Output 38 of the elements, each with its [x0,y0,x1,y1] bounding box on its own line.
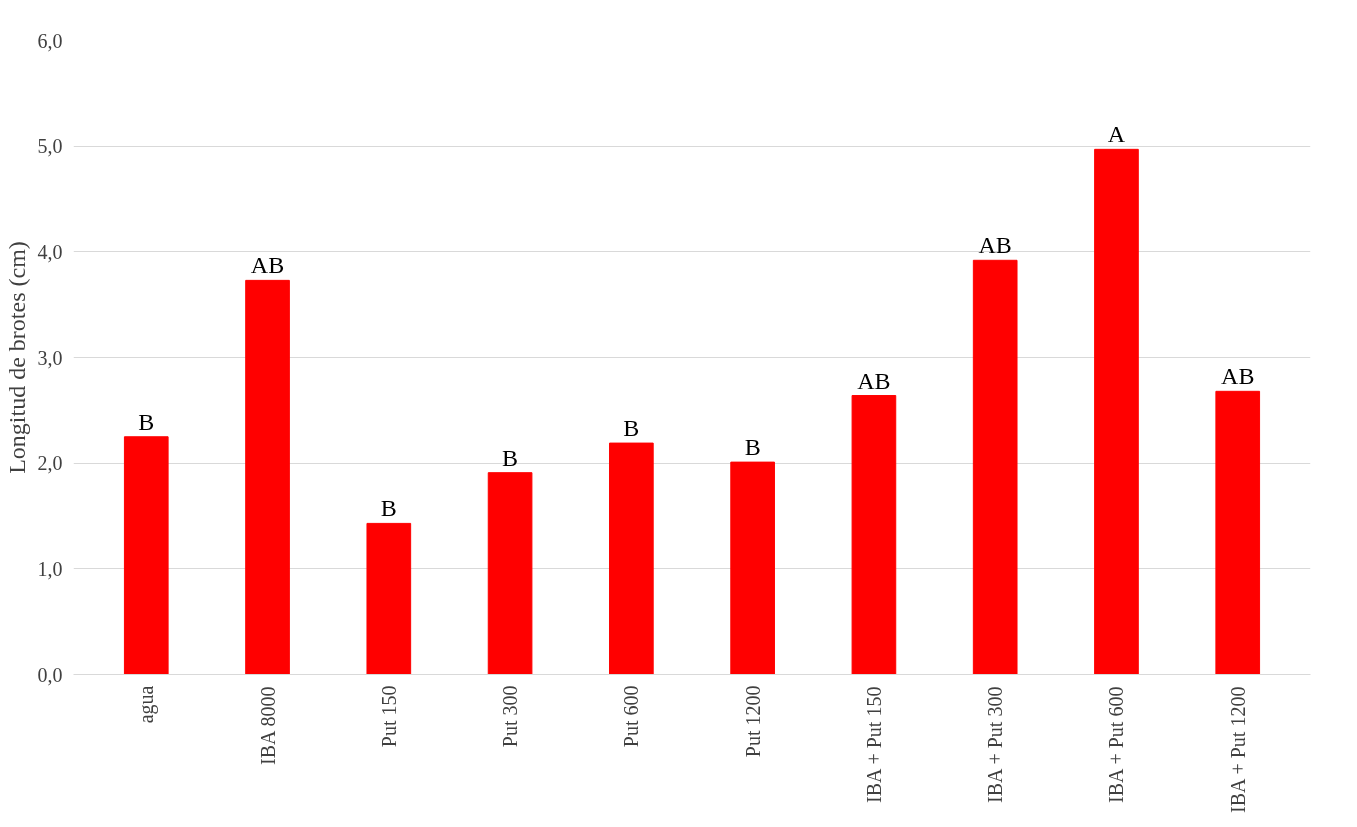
bar [730,461,775,675]
x-tick-label: IBA + Put 150 [862,686,885,803]
bar [1094,148,1139,675]
x-tick-label: IBA + Put 1200 [1226,686,1249,813]
annotation: B [380,495,397,522]
x-tick-label: Put 1200 [741,685,764,758]
y-tick-label: 1,0 [37,557,63,580]
y-tick-label: 6,0 [37,29,63,52]
bar [245,279,290,675]
y-tick-label: 4,0 [37,240,63,263]
bar [1215,390,1261,675]
annotation: B [623,415,640,442]
x-tick-label: agua [135,685,159,724]
bar [609,442,654,675]
x-tick-label: IBA + Put 300 [984,686,1007,803]
annotation: AB [978,232,1012,259]
bar [123,436,169,675]
x-tick-label: IBA 8000 [256,686,279,765]
y-tick-label: 2,0 [37,452,63,475]
x-tick-label: IBA + Put 600 [1105,686,1128,803]
annotation: AB [857,367,891,394]
bar [487,472,533,675]
x-tick-label: Put 300 [499,685,522,748]
annotation: B [744,434,761,461]
y-tick-label: 0,0 [37,663,63,686]
y-axis-title: Longitud de brotes (cm) [3,241,30,474]
bar [366,522,412,675]
y-tick-label: 5,0 [37,135,63,158]
bar [851,395,897,675]
x-tick-label: Put 150 [377,685,400,748]
annotation: B [502,444,519,471]
bar [972,259,1018,675]
annotation: B [138,408,155,435]
annotation: A [1107,121,1126,148]
y-tick-label: 3,0 [37,346,63,369]
annotation: AB [250,252,285,279]
x-tick-label: Put 600 [620,685,643,748]
annotation: AB [1221,363,1255,390]
